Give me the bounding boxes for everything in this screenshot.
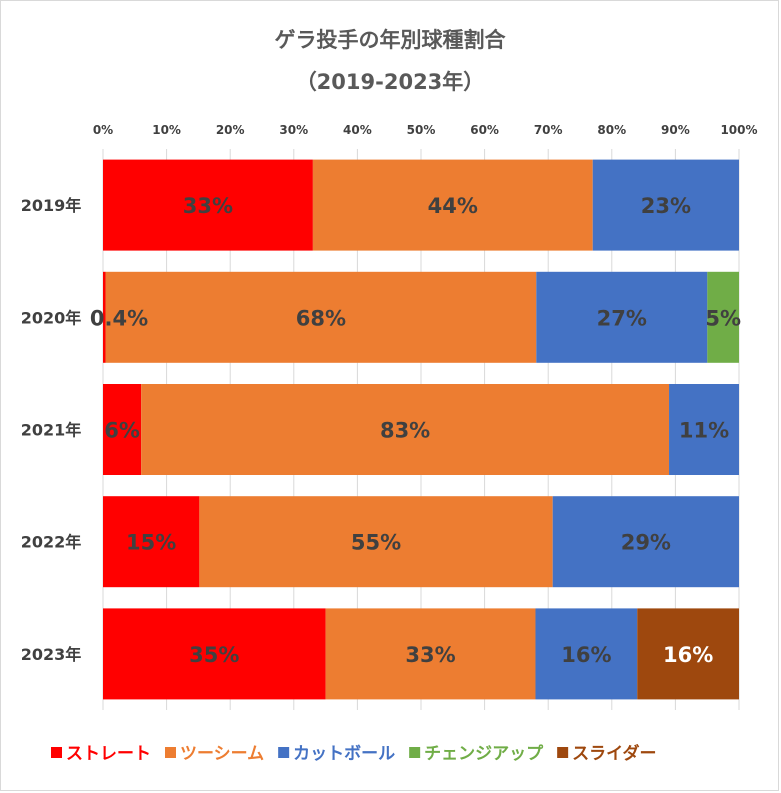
category-label-2: 2021年 (21, 421, 82, 440)
x-tick-label-0: 0% (93, 123, 113, 137)
category-label-0: 2019年 (21, 196, 82, 215)
data-label-3-1: 55% (351, 531, 401, 555)
bar-3-2 (552, 496, 739, 588)
bar-4-2 (535, 608, 638, 700)
data-label-2-2: 11% (679, 419, 729, 443)
legend-swatch-1 (165, 747, 176, 758)
bar-2-0 (103, 384, 142, 475)
data-label-0-0: 33% (183, 194, 233, 218)
category-label-4: 2023年 (21, 645, 82, 664)
x-tick-label-7: 70% (534, 123, 563, 137)
bar-4-0 (103, 608, 326, 700)
data-label-0-2: 23% (641, 194, 691, 218)
data-label-4-2: 16% (561, 643, 611, 667)
bar-1-0 (103, 271, 106, 363)
data-label-2-0: 6% (104, 419, 140, 443)
data-label-3-0: 15% (126, 531, 176, 555)
x-tick-label-2: 20% (216, 123, 245, 137)
chart-subtitle: （2019-2023年） (296, 70, 485, 94)
data-label-1-0: 0.4% (90, 306, 148, 330)
legend-label-3: チェンジアップ (424, 743, 544, 764)
legend-label-4: スライダー (572, 743, 656, 764)
x-tick-label-6: 60% (470, 123, 499, 137)
x-tick-label-4: 40% (343, 123, 372, 137)
x-tick-label-8: 80% (597, 123, 626, 137)
x-tick-label-9: 90% (661, 123, 690, 137)
legend-label-1: ツーシーム (180, 744, 264, 764)
legend-swatch-3 (409, 747, 421, 758)
bar-segments (103, 159, 739, 700)
data-label-1-2: 27% (597, 306, 647, 330)
legend-label-2: カットボール (293, 744, 395, 764)
bar-3-0 (103, 496, 200, 588)
bar-0-1 (312, 159, 593, 251)
data-label-4-1: 33% (405, 643, 455, 667)
x-tick-label-3: 30% (279, 123, 308, 137)
bar-4-1 (325, 608, 536, 700)
data-label-1-3: 5% (705, 306, 741, 330)
bar-2-1 (141, 384, 670, 475)
x-tick-label-5: 50% (407, 123, 436, 137)
data-labels: 33% 44% 23% 0.4% 68% 27% 5% 6% 83% 11% 15% 55% 29% 35… (90, 194, 741, 667)
bar-3-1 (199, 496, 553, 588)
bar-1-2 (536, 271, 708, 363)
bar-2-2 (669, 384, 739, 475)
bar-1-3 (707, 271, 739, 363)
y-axis-category-labels: 2019年 2020年 2021年 2022年 2023年 (21, 196, 82, 664)
x-tick-label-1: 10% (152, 123, 181, 137)
x-axis-tick-labels: 0% 10% 20% 30% 40% 50% 60% 70% 80% 90% 100% (93, 123, 758, 137)
chart-title: ゲラ投手の年別球種割合 (275, 28, 507, 52)
legend-label-0: ストレート (66, 744, 151, 764)
bar-1-1 (105, 271, 537, 363)
legend-swatch-0 (51, 747, 62, 758)
legend: ストレート ツーシーム カットボール チェンジアップ スライダー (51, 743, 656, 764)
data-label-2-1: 83% (380, 419, 430, 443)
bar-0-0 (103, 159, 313, 251)
bar-0-2 (592, 159, 739, 251)
data-label-0-1: 44% (428, 194, 478, 218)
data-label-1-1: 68% (296, 306, 346, 330)
category-label-1: 2020年 (21, 308, 82, 327)
data-label-3-2: 29% (621, 531, 671, 555)
data-label-4-0: 35% (189, 643, 239, 667)
data-label-4-4: 16% (663, 643, 713, 667)
x-tick-label-10: 100% (720, 123, 757, 137)
category-label-3: 2022年 (21, 533, 82, 552)
legend-swatch-2 (278, 747, 290, 758)
legend-swatch-4 (557, 747, 569, 758)
bar-4-4 (637, 608, 739, 700)
